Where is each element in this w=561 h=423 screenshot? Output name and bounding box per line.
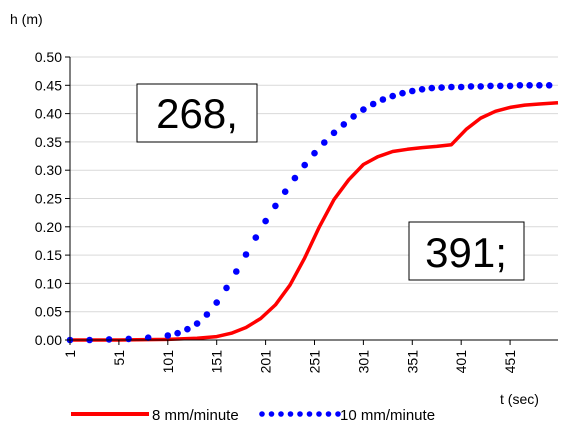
series-10mm-point bbox=[272, 202, 279, 210]
x-tick-label: 201 bbox=[258, 350, 274, 374]
legend-dot bbox=[325, 411, 332, 417]
legend-swatch-10mm bbox=[259, 411, 341, 417]
series-10mm-point bbox=[487, 82, 494, 90]
x-tick-label: 1 bbox=[62, 350, 78, 358]
y-tick-label: 0.25 bbox=[35, 191, 62, 207]
series-10mm-point bbox=[516, 82, 524, 89]
series-10mm-point bbox=[262, 217, 269, 225]
series-10mm-point bbox=[233, 268, 240, 275]
series-10mm-point bbox=[193, 320, 201, 327]
series-10mm-point bbox=[291, 174, 299, 182]
series-10mm-point bbox=[340, 121, 348, 128]
series-10mm-point bbox=[301, 161, 309, 169]
y-tick-label: 0.30 bbox=[35, 162, 62, 178]
series-10mm-point bbox=[545, 82, 553, 89]
legend-dot bbox=[297, 411, 303, 417]
y-tick-label: 0.10 bbox=[35, 275, 62, 291]
x-tick-label: 401 bbox=[453, 350, 469, 374]
series-10mm-point bbox=[311, 149, 318, 157]
legend-dot bbox=[268, 411, 275, 417]
series-10mm-point bbox=[144, 334, 152, 342]
series-8mm-line bbox=[70, 101, 559, 342]
series-10mm-point bbox=[467, 83, 475, 90]
x-tick-label: 251 bbox=[306, 350, 322, 374]
series-10mm-point bbox=[360, 106, 367, 113]
series-10mm-point bbox=[506, 82, 514, 90]
series-10mm-point bbox=[330, 129, 338, 137]
series-10mm-point bbox=[281, 188, 289, 195]
series-10mm-point bbox=[252, 234, 260, 241]
y-tick-label: 0.40 bbox=[35, 106, 62, 122]
annotation-2: 391; bbox=[425, 229, 507, 276]
series-10mm-point bbox=[125, 335, 132, 343]
legend-dot bbox=[278, 411, 284, 417]
series-10mm-point bbox=[536, 82, 543, 89]
legend-label-10mm: 10 mm/minute bbox=[340, 407, 435, 423]
series-10mm-point bbox=[369, 100, 377, 108]
x-tick-label: 451 bbox=[502, 350, 518, 374]
annotation-box-2: 391; bbox=[408, 221, 525, 281]
series-10mm-point bbox=[184, 325, 191, 333]
series-10mm-point bbox=[379, 96, 387, 103]
legend-dot bbox=[259, 411, 265, 417]
legend-dot bbox=[287, 411, 294, 417]
annotation-1: 268, bbox=[156, 90, 238, 137]
legend-label-8mm: 8 mm/minute bbox=[152, 407, 239, 423]
legend-dot bbox=[335, 411, 341, 417]
series-10mm-point bbox=[321, 139, 328, 146]
series-10mm-point bbox=[399, 89, 406, 97]
series-10mm-point bbox=[438, 84, 445, 91]
series-10mm-point bbox=[477, 83, 485, 90]
series-10mm-point bbox=[213, 299, 220, 306]
series-10mm-point bbox=[457, 83, 465, 91]
series-10mm-point bbox=[203, 311, 211, 318]
x-tick-label: 351 bbox=[404, 350, 420, 374]
series-10mm-point bbox=[174, 329, 181, 337]
y-tick-label: 0.35 bbox=[35, 134, 62, 150]
legend-dot bbox=[316, 411, 322, 417]
series-10mm-point bbox=[409, 87, 416, 95]
x-tick-label: 301 bbox=[355, 350, 371, 374]
series-10mm-point bbox=[105, 336, 113, 343]
series-10mm-point bbox=[526, 82, 533, 89]
series-10mm-point bbox=[350, 113, 357, 120]
y-tick-label: 0.50 bbox=[35, 49, 62, 65]
y-tick-label: 0.05 bbox=[35, 304, 62, 320]
x-tick-label: 51 bbox=[111, 350, 127, 366]
y-axis-title: h (m) bbox=[10, 11, 43, 27]
y-tick-label: 0.15 bbox=[35, 247, 62, 263]
legend-dot bbox=[306, 411, 313, 417]
y-tick-label: 0.20 bbox=[35, 219, 62, 235]
series-10mm-point bbox=[448, 83, 455, 91]
series-10mm-point bbox=[389, 92, 397, 100]
x-tick-label: 101 bbox=[160, 350, 176, 374]
series-10mm-point bbox=[497, 82, 504, 90]
x-axis-title: t (sec) bbox=[500, 391, 539, 407]
legend: 8 mm/minute 10 mm/minute bbox=[71, 407, 435, 423]
series-10mm-point bbox=[428, 84, 436, 92]
series-10mm-point bbox=[418, 86, 426, 93]
series-10mm-point bbox=[164, 332, 172, 339]
series-10mm-point bbox=[242, 251, 250, 258]
y-tick-label: 0.45 bbox=[35, 77, 62, 93]
axes: 0.00 0.05 0.10 0.15 0.20 0.25 0.30 0.35 0.40 0.45… bbox=[35, 49, 558, 373]
annotation-box-1: 268, bbox=[136, 83, 258, 143]
x-tick-label: 151 bbox=[209, 350, 225, 374]
y-tick-label: 0.00 bbox=[35, 332, 62, 348]
series-10mm-point bbox=[223, 284, 230, 292]
